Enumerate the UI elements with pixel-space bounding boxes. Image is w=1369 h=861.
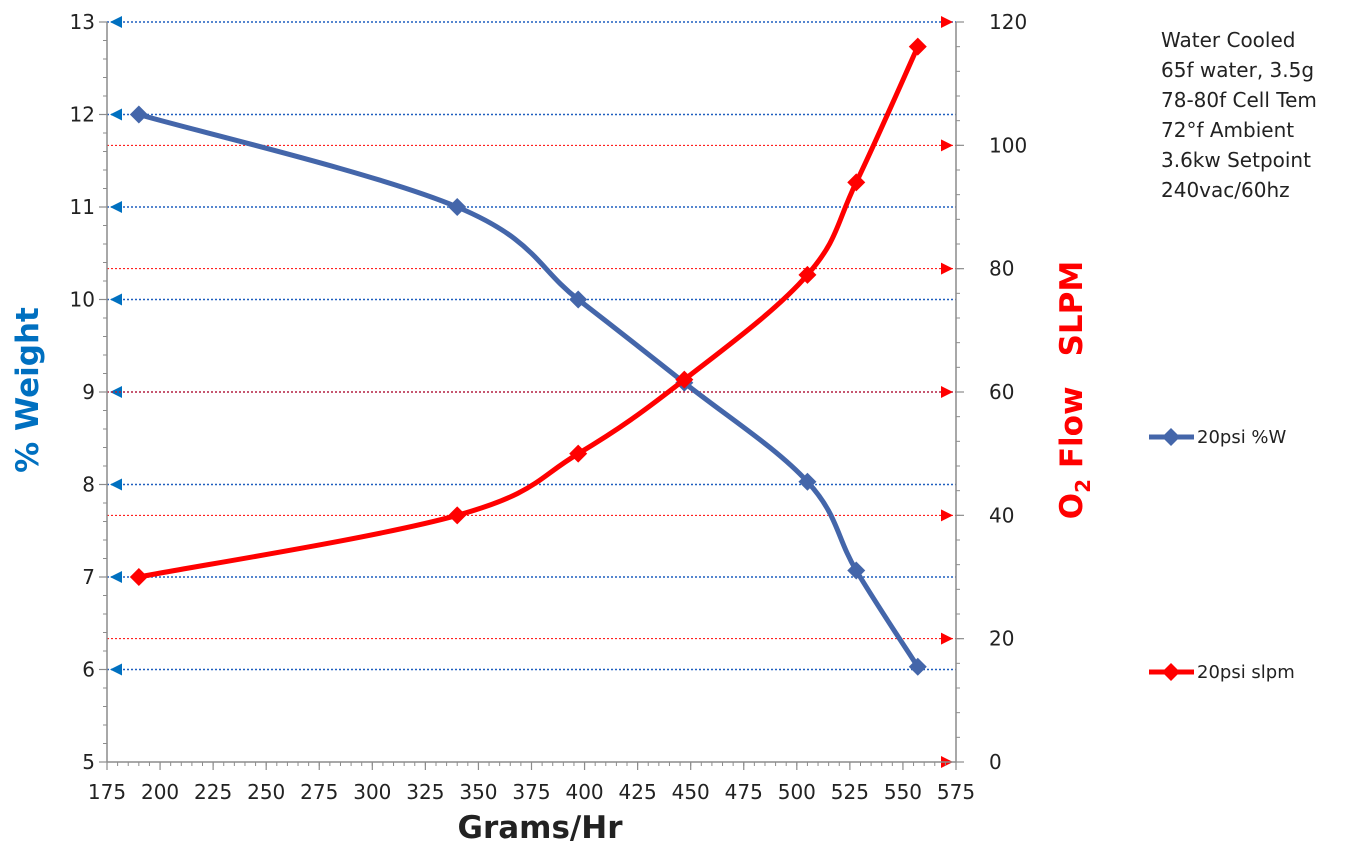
- flow-data-point: [129, 568, 148, 586]
- left-tick-label: 9: [82, 380, 95, 404]
- series-line-weight: [136, 112, 921, 670]
- x-tick-label: 525: [831, 780, 869, 804]
- weight-data-point: [798, 472, 817, 491]
- right-tick-label: 100: [989, 133, 1027, 157]
- legend-item-flow: 20psi slpm: [1149, 662, 1295, 683]
- left-arrow-icon: [110, 293, 122, 306]
- x-tick-label: 400: [565, 780, 603, 804]
- legend-diamond-icon: [1162, 663, 1180, 681]
- right-arrow-icon: [941, 386, 953, 398]
- legend-diamond-icon: [1162, 428, 1180, 446]
- x-tick-label: 325: [406, 780, 444, 804]
- x-tick-label: 375: [512, 780, 550, 804]
- left-tick-label: 11: [70, 195, 95, 219]
- flow-data-point: [448, 506, 467, 525]
- left-tick-label: 7: [82, 565, 95, 589]
- flow-data-point: [908, 37, 927, 56]
- x-tick-label: 575: [937, 780, 975, 804]
- right-tick-label: 120: [989, 10, 1027, 34]
- label-layer: 5 6 7 8 9 10 11 12 13 0 20 40 60 80 100 120 175 200 225 250…: [70, 10, 1028, 804]
- x-tick-label: 550: [884, 780, 922, 804]
- right-tick-label: 20: [989, 627, 1014, 651]
- flow-data-point: [798, 265, 817, 284]
- x-tick-label: 450: [672, 780, 710, 804]
- x-tick-label: 200: [141, 780, 179, 804]
- right-axis-title-flow: Flow: [1054, 386, 1090, 479]
- x-tick-label: 350: [459, 780, 497, 804]
- annotation-line: 65f water, 3.5g: [1161, 58, 1314, 82]
- left-axis-title: % Weight: [10, 307, 46, 473]
- series-line-flow: [136, 44, 921, 580]
- weight-data-point: [569, 290, 588, 309]
- x-tick-label: 250: [247, 780, 285, 804]
- right-tick-label: 60: [989, 380, 1014, 404]
- x-tick-label: 300: [353, 780, 391, 804]
- weight-data-point: [908, 657, 927, 676]
- annotation-line: 72°f Ambient: [1161, 118, 1294, 142]
- right-tick-label: 80: [989, 257, 1014, 281]
- flow-data-point: [675, 370, 694, 389]
- right-arrow-icon: [941, 139, 953, 152]
- x-tick-label: 225: [194, 780, 232, 804]
- x-tick-label: 475: [725, 780, 763, 804]
- flow-data-point: [847, 173, 866, 192]
- right-arrow-icon: [941, 16, 953, 28]
- x-tick-label: 275: [300, 780, 338, 804]
- right-arrow-icon: [941, 262, 953, 275]
- left-arrow-icon: [110, 663, 122, 676]
- left-tick-label: 8: [82, 473, 95, 497]
- right-axis-title-subscript: 2: [1071, 479, 1095, 493]
- left-arrow-icon: [110, 478, 122, 491]
- annotation-line: 78-80f Cell Tem: [1161, 88, 1317, 112]
- annotation-line: Water Cooled: [1161, 28, 1295, 52]
- x-tick-label: 425: [619, 780, 657, 804]
- legend-label: 20psi %W: [1197, 427, 1287, 448]
- left-arrow-icon: [110, 201, 122, 213]
- left-arrow-icon: [110, 108, 122, 121]
- axis-layer: [99, 21, 964, 770]
- flow-data-point: [569, 444, 588, 463]
- right-arrow-icon: [941, 509, 953, 522]
- left-tick-label: 12: [70, 103, 95, 127]
- left-arrow-icon: [110, 16, 122, 28]
- x-tick-label: 500: [778, 780, 816, 804]
- weight-data-point: [847, 561, 866, 580]
- left-arrow-icon: [110, 571, 122, 583]
- right-arrow-icon: [941, 632, 953, 645]
- annotation-line: 240vac/60hz: [1161, 178, 1290, 202]
- annotation-block: Water Cooled 65f water, 3.5g 78-80f Cell…: [1161, 28, 1317, 202]
- right-tick-label: 40: [989, 503, 1014, 527]
- left-tick-label: 10: [70, 288, 95, 312]
- right-tick-label: 0: [989, 750, 1002, 774]
- left-tick-label: 5: [82, 750, 95, 774]
- right-axis-title-o: O: [1054, 493, 1090, 519]
- legend-item-weight: 20psi %W: [1149, 427, 1287, 448]
- series-layer: [129, 37, 927, 676]
- grid-layer: [107, 16, 956, 768]
- legend: 20psi %W 20psi slpm: [1149, 427, 1295, 683]
- weight-data-point: [129, 105, 148, 124]
- weight-data-point: [448, 198, 467, 216]
- left-tick-label: 13: [70, 10, 95, 34]
- right-axis-title-unit: SLPM: [1054, 261, 1090, 357]
- x-tick-label: 175: [88, 780, 126, 804]
- annotation-line: 3.6kw Setpoint: [1161, 148, 1311, 172]
- legend-label: 20psi slpm: [1197, 662, 1295, 683]
- x-axis-title: Grams/Hr: [458, 810, 624, 846]
- left-tick-label: 6: [82, 658, 95, 682]
- right-axis-title: O2 Flow SLPM: [1054, 261, 1095, 519]
